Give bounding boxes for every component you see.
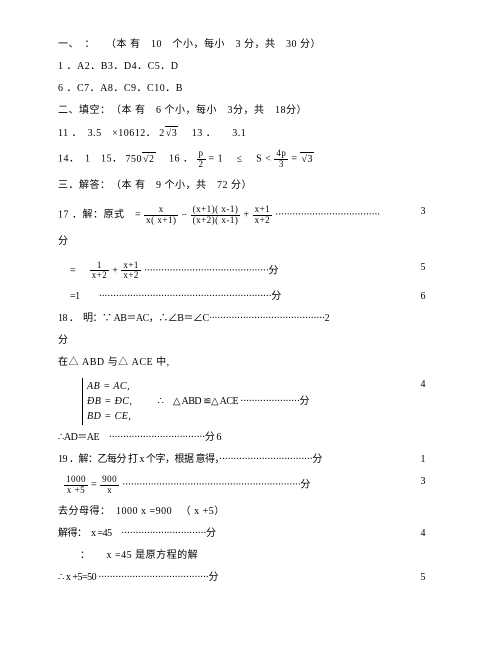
- q18-line3a: ∴ △ ABD ≌△ ACE ·····················分: [135, 396, 309, 407]
- q17-f2: (x+1)( x-1)(x+2)( x-1): [191, 205, 241, 226]
- q18-line1: 18 ． 明：∵ AB＝AC，∴∠B＝∠C···················…: [58, 312, 462, 325]
- q14-15-prefix: 14． 1 15．: [58, 154, 123, 165]
- q19-score4: 4: [421, 527, 427, 540]
- q13-val: 13 ． 3.1: [181, 128, 246, 139]
- section2-header: 二、填空： （本 有 6 个小，每小 3分，共 18分）: [58, 104, 462, 117]
- q14-16: 14． 1 15． 750√2 16 ． p2 = 1 ≤ S < 4p3 = …: [58, 149, 462, 170]
- q12-val: 2√3: [159, 128, 178, 139]
- q17-dots2: ········································…: [144, 265, 278, 276]
- q19-score2: 3: [421, 475, 427, 488]
- q17-line2: = 1x+2 + x+1x+2 ························…: [58, 261, 462, 282]
- q16-sep: ≤: [237, 154, 243, 165]
- q17-label: 17 ．解：原式 =: [58, 209, 144, 220]
- q17-line1: 17 ．解：原式 = xx( x+1) − (x+1)( x-1)(x+2)( …: [58, 205, 462, 226]
- q18-brace-row: AB = AC, ÐB = ÐC, BD = CE, ∴ △ ABD ≌△ AC…: [58, 378, 462, 425]
- q19-line1: 19 ．解：乙每分 打 x 个字，根据 意得，·················…: [58, 453, 462, 466]
- q16-dot: =: [291, 154, 300, 165]
- q11-13: 11 ． 3.5 ×10612． 2√3 13 ． 3.1: [58, 126, 462, 140]
- q17-f3: x+1x+2: [253, 205, 273, 226]
- q19-line6: ∴ x +5=50 ······························…: [58, 571, 462, 584]
- q18-line4: ∴AD＝AE ·································…: [58, 431, 462, 444]
- q19-f1: 1000x +5: [64, 475, 88, 496]
- q17-score3: 6: [421, 290, 427, 303]
- q18-brace: AB = AC, ÐB = ÐC, BD = CE,: [82, 378, 132, 425]
- q17-f1: xx( x+1): [144, 205, 178, 226]
- q1-5: 1 ．A2．B3．D4．C5．D: [58, 60, 462, 73]
- q19-score6: 5: [421, 571, 427, 584]
- q16-eq1: = 1: [209, 154, 224, 165]
- q17-l2f2: x+1x+2: [121, 261, 141, 282]
- section1-header: 一、 ： （本 有 10 个小，每小 3 分，共 30 分）: [58, 38, 462, 51]
- q17-score1: 3: [421, 205, 427, 218]
- q17-dots1: ·····································: [275, 209, 380, 220]
- q17-fen1: 分: [58, 235, 462, 248]
- q15-val: 750√2: [126, 154, 156, 165]
- q19-line3: 去分母得： 1000 x =900 （ x +5）: [58, 505, 462, 518]
- q16-label: 16 ．: [159, 154, 194, 165]
- q19-line4: 解得： x =45 ······························…: [58, 527, 462, 540]
- q17-score2: 5: [421, 261, 427, 274]
- q18-line1b: 分: [58, 334, 462, 347]
- q16-frac1: p2: [197, 149, 206, 170]
- q19-dots2: ········································…: [122, 480, 310, 491]
- q19-f2: 900x: [100, 475, 119, 496]
- q19-line5: ： x =45 是原方程的解: [58, 549, 462, 562]
- q19-line2: 1000x +5 = 900x ························…: [58, 475, 462, 496]
- q18-line2: 在△ ABD 与△ ACE 中,: [58, 356, 462, 369]
- q19-score1: 1: [421, 453, 427, 466]
- q16-s: S <: [256, 154, 271, 165]
- q16-rt3: √3: [300, 152, 314, 166]
- section3-header: 三．解答： （本 有 9 个小，共 72 分）: [58, 179, 462, 192]
- q16-frac2: 4p3: [274, 149, 288, 170]
- q17-l2f1: 1x+2: [90, 261, 110, 282]
- q11-prefix: 11 ． 3.5 ×10612．: [58, 128, 156, 139]
- q17-line3: =1 ·····································…: [58, 290, 462, 303]
- q6-10: 6 ．C7．A8．C9．C10．B: [58, 82, 462, 95]
- q18-score3: 4: [421, 378, 427, 391]
